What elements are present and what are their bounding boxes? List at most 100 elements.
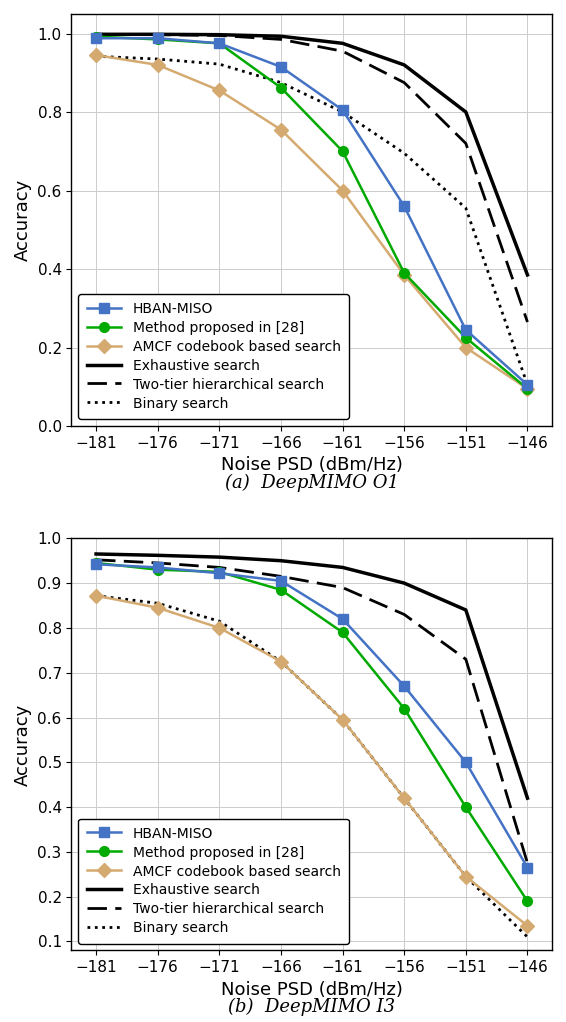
Binary search: [462, 202, 469, 215]
HBAN-MISO: [401, 680, 408, 692]
Exhaustive search: [93, 29, 100, 41]
Exhaustive search: [277, 555, 284, 567]
Method proposed in [28]: [401, 702, 408, 714]
HBAN-MISO: [462, 324, 469, 336]
AMCF codebook based search: [401, 269, 408, 281]
Method proposed in [28]: [339, 145, 346, 157]
HBAN-MISO: [524, 379, 531, 391]
Method proposed in [28]: [216, 37, 222, 49]
AMCF codebook based search: [93, 49, 100, 61]
Exhaustive search: [155, 29, 161, 41]
Binary search: [524, 379, 531, 391]
Two-tier hierarchical search: [216, 30, 222, 42]
AMCF codebook based search: [462, 871, 469, 883]
Exhaustive search: [524, 269, 531, 281]
Exhaustive search: [155, 549, 161, 561]
Line: Exhaustive search: Exhaustive search: [96, 554, 528, 798]
Exhaustive search: [277, 30, 284, 42]
Exhaustive search: [524, 792, 531, 804]
Exhaustive search: [339, 37, 346, 49]
Two-tier hierarchical search: [93, 554, 100, 566]
Method proposed in [28]: [93, 557, 100, 569]
HBAN-MISO: [462, 756, 469, 769]
Binary search: [93, 50, 100, 62]
Two-tier hierarchical search: [277, 34, 284, 46]
Binary search: [93, 590, 100, 602]
Exhaustive search: [462, 106, 469, 119]
Title: (b)  DeepMIMO I3: (b) DeepMIMO I3: [228, 998, 395, 1016]
Method proposed in [28]: [462, 331, 469, 343]
Binary search: [155, 597, 161, 609]
Y-axis label: Accuracy: Accuracy: [14, 179, 32, 261]
AMCF codebook based search: [462, 341, 469, 354]
Method proposed in [28]: [277, 584, 284, 596]
Title: (a)  DeepMIMO O1: (a) DeepMIMO O1: [225, 473, 399, 492]
HBAN-MISO: [339, 613, 346, 625]
Binary search: [339, 106, 346, 119]
Method proposed in [28]: [401, 267, 408, 279]
Binary search: [155, 53, 161, 65]
Method proposed in [28]: [93, 31, 100, 43]
Legend: HBAN-MISO, Method proposed in [28], AMCF codebook based search, Exhaustive searc: HBAN-MISO, Method proposed in [28], AMCF…: [78, 819, 349, 943]
HBAN-MISO: [93, 558, 100, 570]
HBAN-MISO: [277, 60, 284, 73]
Exhaustive search: [216, 29, 222, 41]
Line: Binary search: Binary search: [96, 596, 528, 937]
AMCF codebook based search: [277, 124, 284, 136]
Exhaustive search: [401, 59, 408, 72]
Two-tier hierarchical search: [524, 857, 531, 870]
Method proposed in [28]: [339, 626, 346, 639]
Line: Two-tier hierarchical search: Two-tier hierarchical search: [96, 560, 528, 864]
Two-tier hierarchical search: [93, 29, 100, 41]
AMCF codebook based search: [401, 792, 408, 804]
Binary search: [216, 615, 222, 628]
HBAN-MISO: [401, 200, 408, 213]
Exhaustive search: [93, 548, 100, 560]
Two-tier hierarchical search: [462, 137, 469, 149]
X-axis label: Noise PSD (dBm/Hz): Noise PSD (dBm/Hz): [221, 456, 402, 474]
Method proposed in [28]: [462, 801, 469, 814]
Method proposed in [28]: [524, 895, 531, 908]
Y-axis label: Accuracy: Accuracy: [14, 703, 32, 786]
Binary search: [524, 931, 531, 943]
AMCF codebook based search: [524, 382, 531, 394]
Legend: HBAN-MISO, Method proposed in [28], AMCF codebook based search, Exhaustive searc: HBAN-MISO, Method proposed in [28], AMCF…: [78, 294, 349, 419]
Line: AMCF codebook based search: AMCF codebook based search: [91, 50, 532, 393]
Line: Exhaustive search: Exhaustive search: [96, 35, 528, 275]
Exhaustive search: [462, 604, 469, 616]
AMCF codebook based search: [155, 59, 161, 72]
Line: HBAN-MISO: HBAN-MISO: [91, 34, 532, 389]
X-axis label: Noise PSD (dBm/Hz): Noise PSD (dBm/Hz): [221, 981, 402, 998]
Exhaustive search: [339, 561, 346, 573]
Two-tier hierarchical search: [216, 561, 222, 573]
Line: HBAN-MISO: HBAN-MISO: [91, 559, 532, 873]
AMCF codebook based search: [93, 590, 100, 602]
Line: Method proposed in [28]: Method proposed in [28]: [91, 558, 532, 907]
Line: Two-tier hierarchical search: Two-tier hierarchical search: [96, 35, 528, 322]
HBAN-MISO: [155, 32, 161, 44]
AMCF codebook based search: [339, 184, 346, 196]
Two-tier hierarchical search: [401, 77, 408, 89]
Two-tier hierarchical search: [401, 608, 408, 620]
Method proposed in [28]: [155, 563, 161, 575]
AMCF codebook based search: [216, 84, 222, 96]
Exhaustive search: [216, 551, 222, 563]
Exhaustive search: [401, 577, 408, 590]
AMCF codebook based search: [155, 602, 161, 614]
Two-tier hierarchical search: [339, 582, 346, 594]
Binary search: [401, 147, 408, 159]
AMCF codebook based search: [216, 621, 222, 634]
Two-tier hierarchical search: [339, 45, 346, 57]
Method proposed in [28]: [216, 566, 222, 578]
AMCF codebook based search: [277, 655, 284, 667]
Method proposed in [28]: [277, 82, 284, 94]
Binary search: [401, 792, 408, 804]
HBAN-MISO: [216, 567, 222, 579]
Binary search: [339, 713, 346, 726]
AMCF codebook based search: [524, 920, 531, 932]
Binary search: [277, 655, 284, 667]
Binary search: [277, 77, 284, 89]
HBAN-MISO: [155, 561, 161, 573]
Two-tier hierarchical search: [524, 316, 531, 328]
HBAN-MISO: [216, 37, 222, 49]
